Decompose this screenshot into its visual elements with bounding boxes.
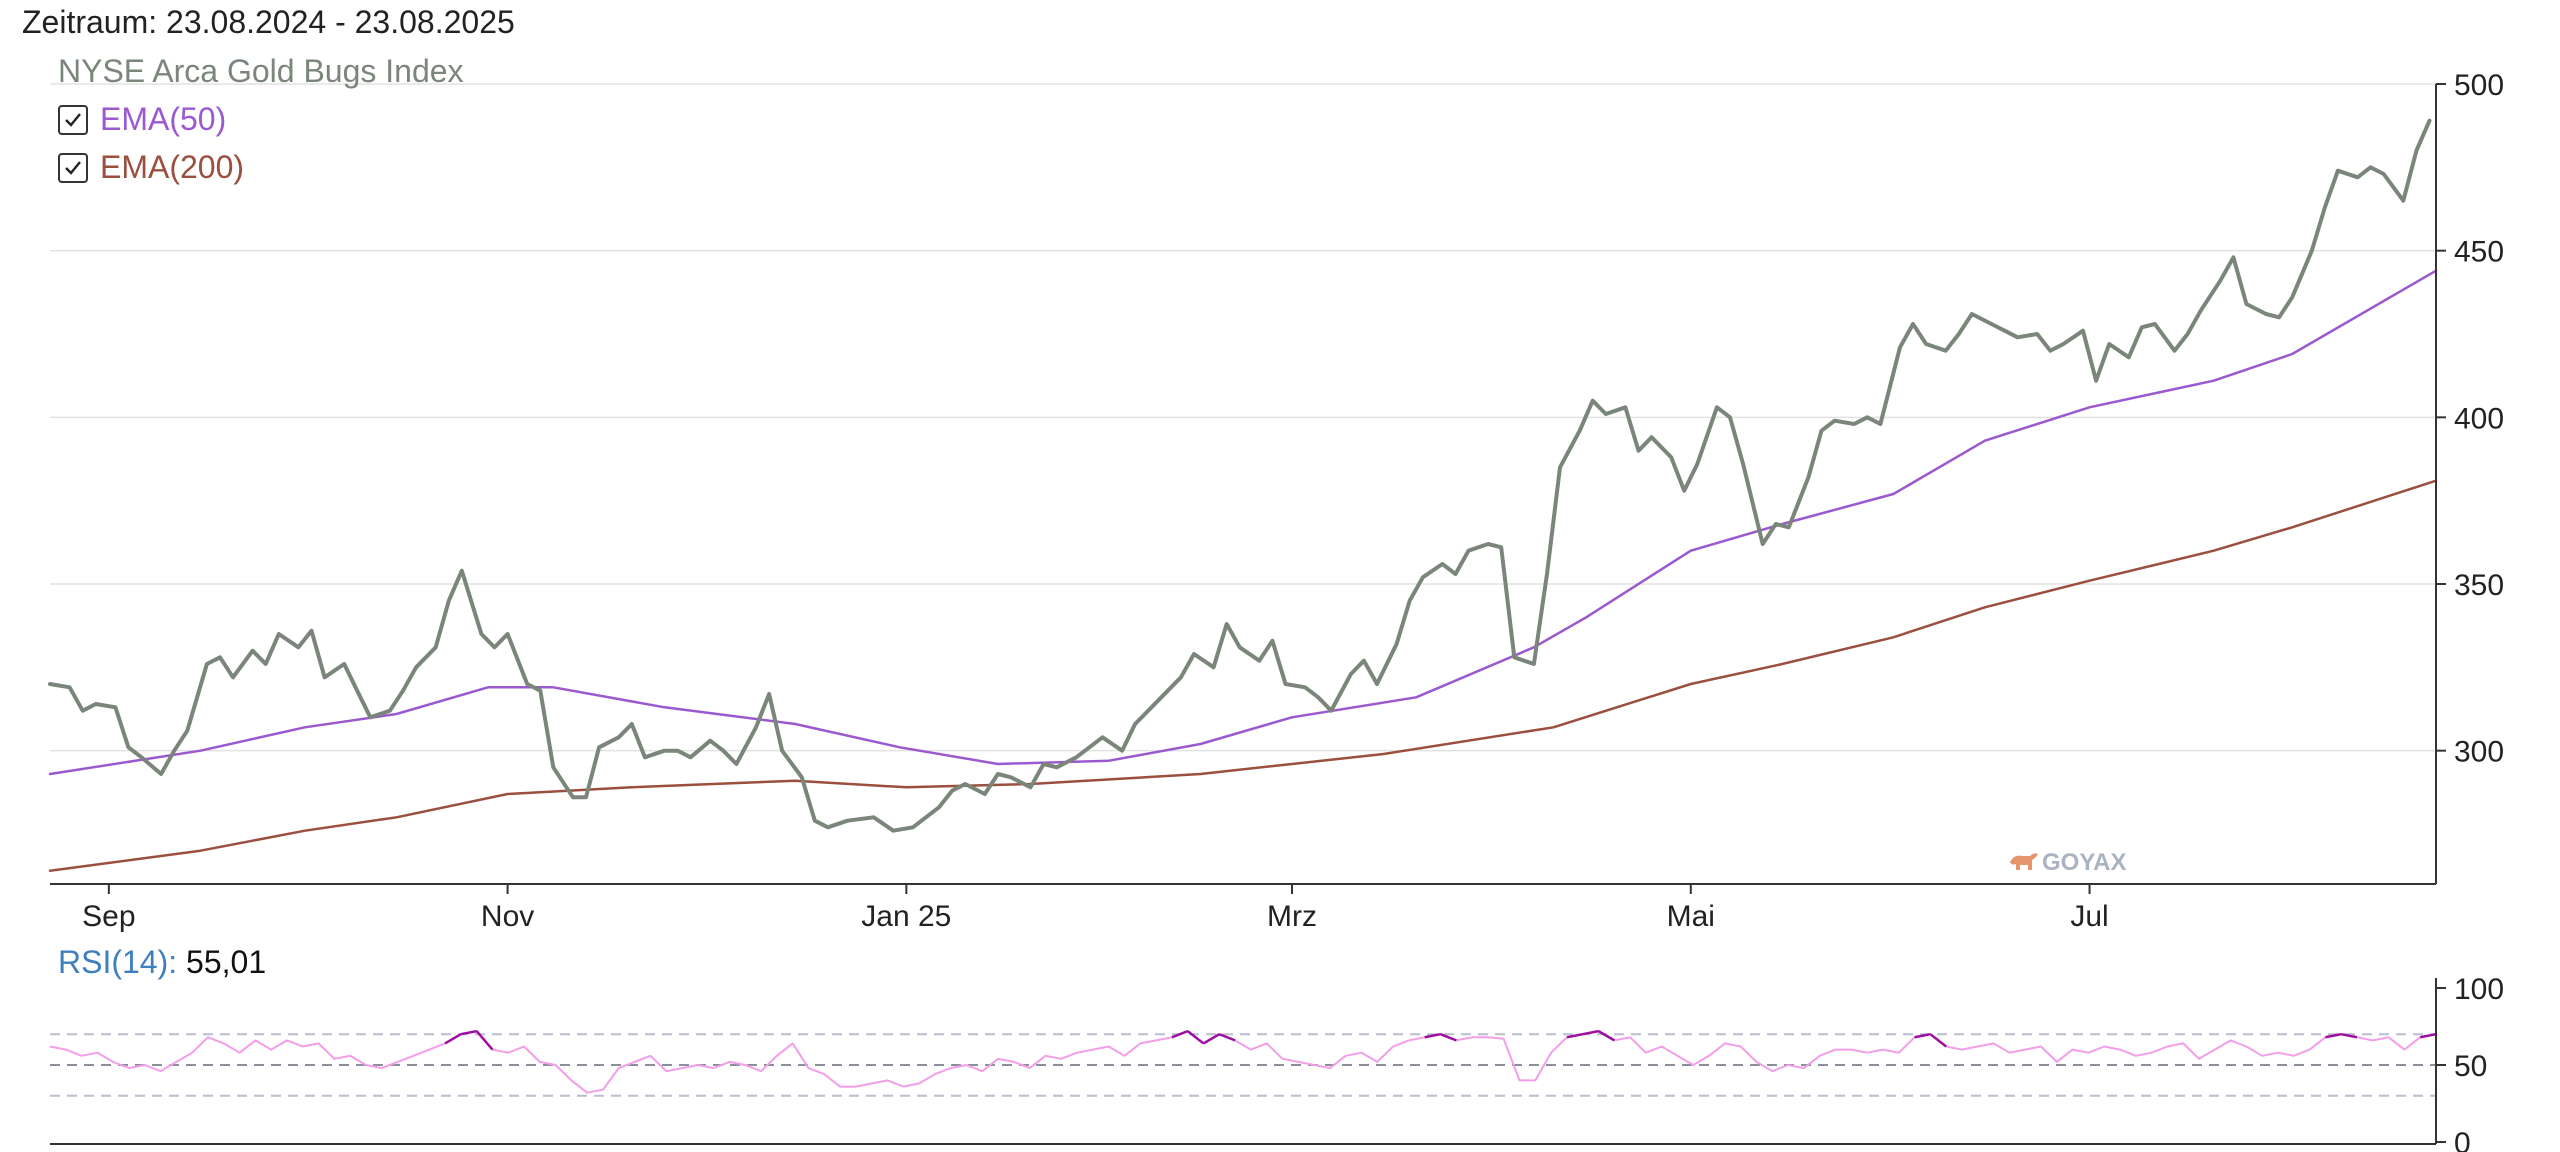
rsi-extreme-segment xyxy=(1914,1032,1931,1039)
rsi-extreme-segment xyxy=(1171,1029,1189,1039)
rsi-extreme-segment xyxy=(444,1033,462,1045)
watermark: GOYAX xyxy=(2010,849,2126,876)
x-tick-label-3: Mrz xyxy=(1267,900,1317,933)
checkmark-icon xyxy=(65,112,81,127)
ema50-checkbox[interactable] xyxy=(58,104,88,135)
x-tick-label-0: Sep xyxy=(82,900,135,933)
y-axis-ticks: 300 350 400 450 500 xyxy=(2436,69,2504,769)
legend-ema200-label: EMA(200) xyxy=(100,149,245,185)
period-label: Zeitraum: 23.08.2024 - 23.08.2025 xyxy=(22,4,515,40)
y-tick-label-500: 500 xyxy=(2454,69,2504,102)
price-line xyxy=(48,118,2432,833)
x-tick-label-1: Nov xyxy=(481,900,534,933)
rsi-y-tick-label-0: 0 xyxy=(2454,1127,2471,1152)
rsi-value: 55,01 xyxy=(186,944,267,980)
legend-ema50-label: EMA(50) xyxy=(100,101,227,137)
y-tick-label-400: 400 xyxy=(2454,402,2504,435)
rsi-extreme-segment xyxy=(460,1029,477,1036)
rsi-series xyxy=(49,1029,2437,1094)
rsi-extreme-segment xyxy=(1929,1033,1947,1048)
rsi-axes xyxy=(50,978,2437,1145)
ema50-series xyxy=(48,269,2438,776)
watermark-text: GOYAX xyxy=(2042,849,2126,876)
checkmark-icon xyxy=(65,160,81,175)
rsi-y-tick-label-50: 50 xyxy=(2454,1050,2487,1083)
goyax-bull-icon xyxy=(2010,853,2038,870)
rsi-extreme-segment xyxy=(475,1030,494,1051)
y-tick-label-300: 300 xyxy=(2454,736,2504,769)
price-series xyxy=(48,118,2432,833)
rsi-extreme-segment xyxy=(2419,1032,2437,1039)
rsi-name: RSI(14): xyxy=(58,944,178,980)
chart-title: NYSE Arca Gold Bugs Index xyxy=(58,53,464,89)
rsi-extreme-segment xyxy=(1202,1033,1220,1045)
x-tick-label-2: Jan 25 xyxy=(861,900,951,933)
ema50-line xyxy=(48,269,2438,776)
ema200-checkbox[interactable] xyxy=(58,152,88,183)
rsi-y-tick-label-100: 100 xyxy=(2454,973,2504,1006)
legend-ema200[interactable]: EMA(200) xyxy=(58,149,244,186)
y-tick-label-450: 450 xyxy=(2454,236,2504,269)
rsi-extreme-segment xyxy=(1424,1032,1441,1039)
grid-lines xyxy=(50,83,2436,752)
x-axis-ticks: Sep Nov Jan 25 Mrz Mai Jul xyxy=(82,884,2109,933)
y-tick-label-350: 350 xyxy=(2454,569,2504,602)
ema200-line xyxy=(48,479,2438,872)
rsi-reference-lines xyxy=(50,1033,2436,1097)
rsi-header: RSI(14): 55,01 xyxy=(58,944,266,981)
x-tick-label-4: Mai xyxy=(1667,900,1715,933)
rsi-extreme-segment xyxy=(1218,1033,1236,1042)
axes xyxy=(50,84,2437,885)
x-tick-label-5: Jul xyxy=(2070,900,2108,933)
legend-ema50[interactable]: EMA(50) xyxy=(58,101,226,138)
rsi-line-path xyxy=(49,1030,2437,1094)
rsi-extreme-segment xyxy=(1186,1030,1205,1045)
ema200-series xyxy=(48,479,2438,872)
rsi-extreme-segment xyxy=(1440,1033,1457,1042)
rsi-extreme-segment xyxy=(1582,1029,1599,1036)
rsi-extreme-segment xyxy=(1597,1030,1615,1042)
rsi-extreme-segment xyxy=(1566,1032,1583,1039)
rsi-extreme-segment xyxy=(2325,1032,2342,1039)
rsi-extreme-segment xyxy=(2340,1032,2358,1039)
rsi-y-axis-ticks: 0 50 100 xyxy=(2436,973,2504,1152)
